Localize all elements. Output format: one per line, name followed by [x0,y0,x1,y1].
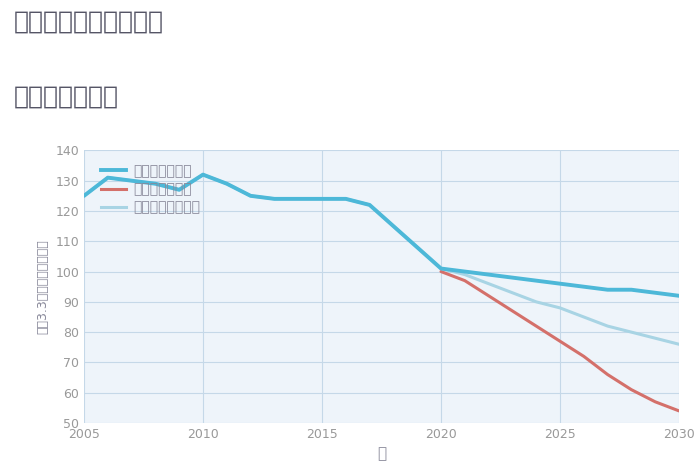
グッドシナリオ [603,287,612,292]
グッドシナリオ [246,193,255,199]
バッドシナリオ [508,308,517,314]
ノーマルシナリオ [246,193,255,199]
Y-axis label: 坪（3.3㎡）単価（万円）: 坪（3.3㎡）単価（万円） [36,239,50,334]
ノーマルシナリオ [580,314,588,320]
バッドシナリオ [461,278,469,283]
グッドシナリオ [532,278,540,283]
ノーマルシナリオ [461,272,469,277]
Text: 大阪府豊中市上野西の: 大阪府豊中市上野西の [14,9,164,33]
グッドシナリオ [484,272,493,277]
バッドシナリオ [603,372,612,377]
バッドシナリオ [651,399,659,405]
ノーマルシナリオ [365,202,374,208]
バッドシナリオ [556,338,564,344]
ノーマルシナリオ [556,305,564,311]
Text: 土地の価格推移: 土地の価格推移 [14,85,119,109]
Line: ノーマルシナリオ: ノーマルシナリオ [84,175,679,344]
ノーマルシナリオ [603,323,612,329]
グッドシナリオ [365,202,374,208]
ノーマルシナリオ [651,336,659,341]
ノーマルシナリオ [199,172,207,178]
グッドシナリオ [223,181,231,187]
グッドシナリオ [127,178,136,183]
ノーマルシナリオ [342,196,350,202]
グッドシナリオ [651,290,659,296]
ノーマルシナリオ [151,181,160,187]
グッドシナリオ [104,175,112,180]
バッドシナリオ [580,353,588,359]
グッドシナリオ [627,287,636,292]
ノーマルシナリオ [175,187,183,193]
グッドシナリオ [389,223,398,229]
バッドシナリオ [627,387,636,392]
Legend: グッドシナリオ, バッドシナリオ, ノーマルシナリオ: グッドシナリオ, バッドシナリオ, ノーマルシナリオ [97,160,204,219]
バッドシナリオ [675,408,683,414]
グッドシナリオ [508,275,517,281]
グッドシナリオ [675,293,683,298]
ノーマルシナリオ [627,329,636,335]
バッドシナリオ [532,323,540,329]
グッドシナリオ [318,196,326,202]
バッドシナリオ [437,269,445,274]
グッドシナリオ [175,187,183,193]
グッドシナリオ [342,196,350,202]
ノーマルシナリオ [223,181,231,187]
グッドシナリオ [294,196,302,202]
ノーマルシナリオ [80,193,88,199]
グッドシナリオ [80,193,88,199]
ノーマルシナリオ [127,178,136,183]
グッドシナリオ [199,172,207,178]
ノーマルシナリオ [389,223,398,229]
ノーマルシナリオ [484,281,493,287]
グッドシナリオ [437,266,445,271]
Line: グッドシナリオ: グッドシナリオ [84,175,679,296]
グッドシナリオ [413,244,421,250]
グッドシナリオ [270,196,279,202]
ノーマルシナリオ [675,341,683,347]
グッドシナリオ [556,281,564,287]
ノーマルシナリオ [270,196,279,202]
ノーマルシナリオ [508,290,517,296]
ノーマルシナリオ [413,244,421,250]
ノーマルシナリオ [437,266,445,271]
ノーマルシナリオ [318,196,326,202]
グッドシナリオ [151,181,160,187]
ノーマルシナリオ [532,299,540,305]
グッドシナリオ [461,269,469,274]
ノーマルシナリオ [294,196,302,202]
バッドシナリオ [484,293,493,298]
Line: バッドシナリオ: バッドシナリオ [441,272,679,411]
グッドシナリオ [580,284,588,290]
ノーマルシナリオ [104,175,112,180]
X-axis label: 年: 年 [377,446,386,462]
